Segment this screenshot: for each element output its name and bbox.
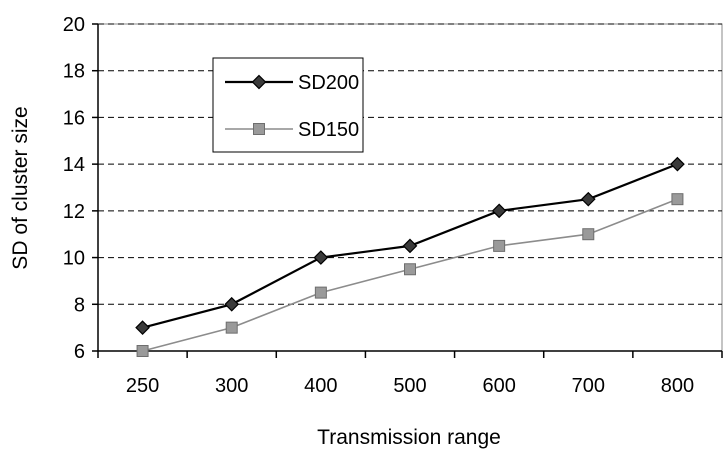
series-sd150 — [136, 193, 684, 357]
y-tick-label: 20 — [63, 14, 85, 36]
legend: SD200 SD150 — [212, 57, 364, 153]
y-axis-title: SD of cluster size — [9, 106, 32, 269]
legend-label-sd150: SD150 — [298, 119, 359, 141]
y-tick-label: 8 — [74, 294, 85, 316]
x-tick-label: 500 — [393, 375, 426, 397]
x-tick-label: 700 — [572, 375, 605, 397]
series-layer — [135, 156, 685, 357]
data-point-sd150 — [671, 193, 684, 206]
data-point-sd200 — [135, 320, 150, 335]
data-point-sd150 — [404, 263, 416, 276]
data-point-sd200 — [402, 238, 418, 254]
y-tick-label: 10 — [63, 248, 85, 270]
y-tick-label: 18 — [63, 61, 85, 83]
legend-marker-sd200 — [251, 74, 267, 90]
y-tick-label: 14 — [63, 154, 85, 176]
data-point-sd150 — [225, 321, 238, 334]
x-tick-labels: 250 300 400 500 600 700 800 — [97, 351, 723, 397]
x-axis-title: Transmission range — [317, 426, 501, 449]
x-tick-label: 250 — [126, 375, 159, 397]
data-point-sd200 — [313, 250, 329, 265]
y-tick-label: 12 — [63, 201, 85, 223]
x-tick-label: 600 — [482, 375, 515, 397]
legend-entry-sd150: SD150 — [225, 119, 359, 141]
data-point-sd200 — [670, 156, 685, 172]
x-tick-label: 400 — [304, 375, 337, 397]
legend-label-sd200: SD200 — [298, 72, 359, 94]
plot-area — [97, 23, 723, 352]
series-sd200 — [135, 156, 685, 335]
data-point-sd150 — [136, 345, 149, 357]
y-tick-label: 16 — [63, 107, 85, 129]
data-point-sd200 — [580, 191, 596, 207]
data-point-sd150 — [314, 286, 327, 299]
plot-border — [97, 23, 723, 352]
x-tick-label: 800 — [661, 375, 694, 397]
gridlines — [98, 23, 722, 305]
data-point-sd200 — [224, 296, 240, 312]
legend-marker-sd150 — [253, 123, 265, 135]
data-point-sd150 — [493, 239, 506, 252]
legend-entry-sd200: SD200 — [225, 72, 359, 94]
data-point-sd150 — [582, 228, 595, 241]
y-tick-labels: 6 8 10 12 14 16 18 20 — [63, 14, 98, 363]
x-tick-label: 300 — [215, 375, 248, 397]
legend-box — [212, 57, 364, 153]
axes — [97, 24, 722, 352]
y-tick-label: 6 — [74, 341, 85, 363]
data-point-sd200 — [491, 203, 507, 219]
